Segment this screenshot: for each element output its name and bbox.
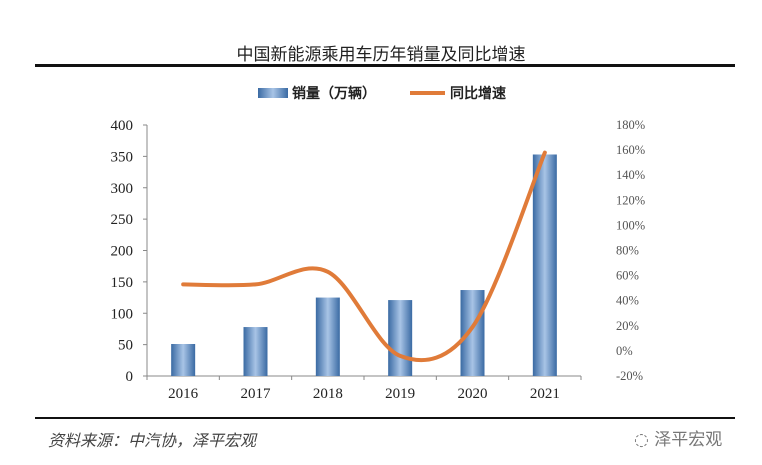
bar-2020 <box>460 290 485 376</box>
bar-2017 <box>243 327 268 376</box>
watermark: ◌ 泽平宏观 <box>634 425 722 450</box>
top-rule <box>35 64 735 67</box>
y-right-tick-label: 0% <box>616 344 633 358</box>
y-right-tick-label: 160% <box>616 143 645 157</box>
y-left-tick-label: 100 <box>111 306 134 322</box>
chart-svg: 0 50 100 150 200 250 300 350 400 -20% 0% 20% 40% 60% 8… <box>111 85 646 402</box>
y-right-tick-label: 120% <box>616 193 645 207</box>
y-right-tick-label: 140% <box>616 168 645 182</box>
bar-2016 <box>171 343 196 376</box>
y-left-tick-label: 0 <box>126 369 134 385</box>
y-left-tick-label: 50 <box>118 338 133 354</box>
y-right-tick-label: 180% <box>616 118 645 132</box>
bar-2018 <box>315 297 340 376</box>
y-left-tick-label: 350 <box>111 149 134 165</box>
y-left-tick-label: 250 <box>111 212 134 228</box>
y-right-tick-label: 20% <box>616 319 639 333</box>
chart-title: 中国新能源乘用车历年销量及同比增速 <box>236 45 526 65</box>
x-tick-label: 2018 <box>313 386 343 402</box>
legend-line-label: 同比增速 <box>450 85 506 102</box>
y-left-tick-label: 300 <box>111 181 134 197</box>
x-tick-label: 2017 <box>241 386 272 402</box>
y-right-tick-label: 80% <box>616 244 639 258</box>
y-left-tick-label: 400 <box>111 118 134 134</box>
y-right-tick-label: 100% <box>616 218 645 232</box>
y-right-tick-label: 40% <box>616 294 639 308</box>
source-note: 资料来源：中汽协，泽平宏观 <box>48 431 257 450</box>
watermark-text: 泽平宏观 <box>654 430 723 450</box>
bar-2019 <box>388 300 413 376</box>
growth-line <box>181 150 547 363</box>
x-tick-label: 2019 <box>385 386 415 402</box>
x-tick-label: 2021 <box>530 386 560 402</box>
y-right-tick-label: 60% <box>616 269 639 283</box>
x-tick-label: 2020 <box>458 386 488 402</box>
y-left-tick-label: 200 <box>111 244 134 260</box>
bar-2021 <box>532 154 557 376</box>
legend-bar-swatch <box>258 88 288 98</box>
legend-bar-label: 销量（万辆） <box>292 85 376 102</box>
y-right-tick-label: -20% <box>616 369 643 383</box>
y-left-tick-label: 150 <box>111 275 134 291</box>
bottom-rule <box>35 417 735 419</box>
wechat-icon: ◌ <box>634 430 655 450</box>
x-tick-label: 2016 <box>168 386 199 402</box>
